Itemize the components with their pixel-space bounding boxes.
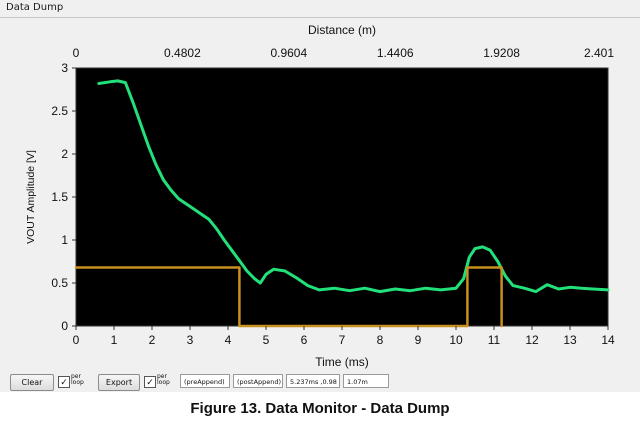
x-tick-label: 11	[488, 333, 501, 347]
clear-per-loop-label: per loop	[71, 373, 84, 386]
x-tick-label: 9	[415, 333, 422, 347]
x2-tick-label: 0.4802	[164, 46, 201, 60]
plot-area[interactable]	[76, 68, 608, 326]
series-layer	[74, 79, 610, 328]
y-tick-label: 2.5	[51, 104, 68, 118]
x2-tick-label: 2.401	[584, 46, 614, 60]
clear-per-loop-checkbox[interactable]: ✓ per loop	[58, 374, 90, 390]
y-tick-label: 2	[61, 147, 68, 161]
export-button[interactable]: Export	[98, 374, 140, 391]
x2-axis-title: Distance (m)	[308, 23, 376, 37]
y-axis-title: VOUT Amplitude [V]	[25, 150, 37, 244]
x-tick-label: 1	[111, 333, 118, 347]
x-tick-label: 8	[377, 333, 384, 347]
x-tick-label: 0	[73, 333, 80, 347]
export-per-loop-label: per loop	[157, 373, 170, 386]
y-tick-label: 1.5	[51, 190, 68, 204]
x-tick-label: 7	[339, 333, 346, 347]
x-tick-label: 14	[601, 333, 615, 347]
y-tick-label: 1	[61, 233, 68, 247]
x-tick-label: 4	[225, 333, 232, 347]
gate-pulse-line	[74, 266, 503, 328]
check-icon: ✓	[144, 376, 156, 388]
post-append-field[interactable]: (postAppend)	[233, 374, 283, 388]
tab-strip: Data Dump	[0, 0, 640, 18]
clear-button[interactable]: Clear	[10, 374, 54, 391]
check-icon: ✓	[58, 376, 70, 388]
cursor-readout: 5.237ms ,0.98	[286, 374, 340, 388]
x-tick-label: 12	[525, 333, 539, 347]
export-per-loop-checkbox[interactable]: ✓ per loop	[144, 374, 176, 390]
figure-caption: Figure 13. Data Monitor - Data Dump	[190, 400, 450, 417]
pre-append-field[interactable]: (preAppend)	[180, 374, 230, 388]
y-tick-label: 0	[61, 319, 68, 333]
x-tick-label: 5	[263, 333, 270, 347]
x2-tick-label: 1.4406	[377, 46, 414, 60]
distance-readout: 1.07m	[343, 374, 389, 388]
y-tick-labels: 0 0.5 1 1.5 2 2.5 3	[51, 61, 76, 333]
y-tick-label: 0.5	[51, 276, 68, 290]
x-tick-label: 2	[149, 333, 156, 347]
vout-signal-line	[97, 79, 610, 294]
x-tick-label: 10	[449, 333, 463, 347]
toolbar: Clear ✓ per loop Export ✓ per loop (preA…	[0, 374, 640, 394]
x-tick-label: 13	[563, 333, 577, 347]
x2-tick-labels: 0 0.4802 0.9604 1.4406 1.9208 2.401	[73, 46, 615, 60]
x2-tick-label: 0.9604	[270, 46, 307, 60]
x-tick-label: 3	[187, 333, 194, 347]
x2-tick-label: 0	[73, 46, 80, 60]
tab-data-dump[interactable]: Data Dump	[6, 2, 64, 13]
x-tick-label: 6	[301, 333, 308, 347]
y-tick-label: 3	[61, 61, 68, 75]
data-chart: Distance (m) 0 0.4802 0.9604 1.4406 1.9208 2.…	[25, 23, 615, 369]
x-tick-labels: 0 1 2 3 4 5 6 7 8 9 10 11 12 13 14	[73, 326, 615, 347]
x-axis-title: Time (ms)	[315, 355, 369, 369]
x2-tick-label: 1.9208	[483, 46, 520, 60]
data-dump-window: Data Dump Distance (m) 0 0.4802 0.9604 1.44…	[0, 0, 640, 392]
